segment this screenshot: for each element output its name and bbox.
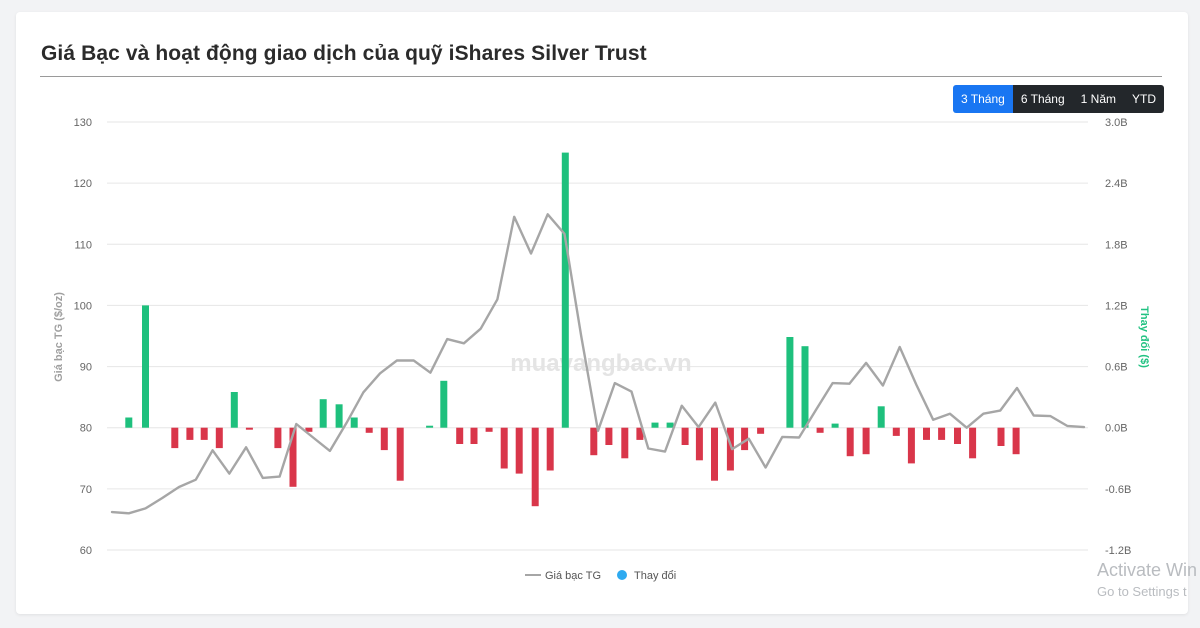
change-bar: [500, 427, 508, 469]
left-tick-label: 70: [80, 484, 92, 496]
range-6-months-button[interactable]: 6 Tháng: [1012, 85, 1073, 113]
right-tick-label: 1.8B: [1105, 239, 1128, 251]
change-bar: [470, 427, 478, 444]
range-1-year-button[interactable]: 1 Năm: [1072, 85, 1124, 113]
activate-windows-line1: Activate Win: [1097, 560, 1198, 580]
change-bar: [200, 427, 208, 440]
grid-lines: [107, 121, 1088, 551]
right-tick-label: 1.2B: [1105, 300, 1128, 312]
range-ytd-button[interactable]: YTD: [1124, 85, 1164, 113]
change-bar: [846, 427, 854, 457]
change-bar: [335, 404, 343, 428]
change-bar: [923, 427, 930, 440]
change-bar: [274, 427, 282, 449]
change-bar: [531, 427, 539, 507]
right-axis-ticks: 3.0B 2.4B 1.8B 1.2B 0.6B 0.0B -0.6B -1.2B: [1105, 117, 1131, 557]
right-tick-label: 2.4B: [1105, 178, 1128, 190]
change-bar: [681, 427, 689, 445]
change-bar: [997, 427, 1005, 446]
right-tick-label: 0.6B: [1105, 362, 1128, 374]
change-bar: [440, 380, 448, 428]
change-bar: [456, 427, 464, 444]
change-bar: [215, 427, 223, 449]
legend-item-price[interactable]: Giá bạc TG: [545, 570, 601, 582]
change-bar: [862, 427, 870, 455]
change-bar: [969, 427, 977, 459]
change-bar: [801, 346, 809, 428]
change-bar: [726, 427, 734, 471]
page-title: Giá Bạc và hoạt động giao dịch của quỹ i…: [41, 42, 647, 65]
change-bar: [186, 427, 194, 440]
left-axis-title: Giá bạc TG ($/oz): [53, 292, 65, 382]
left-tick-label: 130: [74, 117, 92, 129]
watermark-text: muavangbac.vn: [510, 350, 691, 377]
right-tick-label: -1.2B: [1105, 545, 1131, 557]
change-bar: [561, 152, 569, 428]
left-tick-label: 110: [74, 239, 92, 251]
change-bar: [142, 305, 149, 428]
legend-dot-marker: [617, 570, 627, 580]
change-bar: [485, 427, 493, 432]
price-line: [110, 213, 1086, 515]
left-tick-label: 80: [80, 423, 92, 435]
change-bar: [365, 427, 373, 433]
change-bar: [666, 422, 674, 428]
change-bar: [831, 423, 839, 428]
change-bar: [245, 427, 253, 430]
change-bar: [426, 425, 434, 428]
right-tick-label: -0.6B: [1105, 484, 1131, 496]
left-tick-label: 90: [80, 362, 92, 374]
range-3-months-button[interactable]: 3 Tháng: [953, 85, 1013, 113]
change-bar: [546, 427, 554, 471]
left-tick-label: 60: [80, 545, 92, 557]
change-bar: [711, 427, 718, 481]
left-axis-ticks: 130 120 110 100 90 80 70 60: [74, 117, 92, 557]
change-bar: [590, 427, 598, 456]
change-bar: [396, 427, 404, 481]
left-tick-label: 100: [74, 300, 92, 312]
change-bar: [171, 427, 179, 449]
change-bar: [289, 427, 297, 487]
change-bar: [741, 427, 749, 451]
activate-windows-line2: Go to Settings t: [1097, 584, 1187, 599]
left-tick-label: 120: [74, 178, 92, 190]
legend-item-change[interactable]: Thay đổi: [634, 570, 676, 582]
change-bar: [816, 427, 824, 433]
price-line-layer: [110, 213, 1086, 515]
change-bar: [892, 427, 900, 436]
change-bar: [757, 427, 765, 434]
change-bar: [907, 427, 915, 464]
range-selector: 3 Tháng 6 Tháng 1 Năm YTD: [953, 85, 1164, 113]
right-tick-label: 3.0B: [1105, 117, 1128, 129]
change-bar: [125, 417, 133, 428]
change-bar: [1012, 427, 1020, 455]
change-bar: [350, 417, 358, 428]
change-bar: [877, 406, 885, 428]
change-bar: [938, 427, 946, 440]
change-bars: [125, 152, 1020, 507]
chart-legend: Giá bạc TG Thay đổi: [525, 570, 676, 582]
change-bar: [636, 427, 644, 440]
change-bar: [651, 422, 659, 428]
change-bar: [621, 427, 629, 459]
change-bar: [319, 399, 327, 428]
change-bar: [954, 427, 961, 444]
change-bar: [695, 427, 703, 461]
change-bar: [515, 427, 523, 474]
change-bar: [786, 337, 794, 428]
change-bar: [230, 392, 238, 428]
title-divider: [40, 76, 1162, 77]
change-bar: [605, 427, 613, 445]
change-bar: [380, 427, 388, 451]
right-axis-title: Thay đổi ($): [1138, 306, 1150, 368]
right-tick-label: 0.0B: [1105, 423, 1128, 435]
change-bar: [305, 427, 313, 432]
